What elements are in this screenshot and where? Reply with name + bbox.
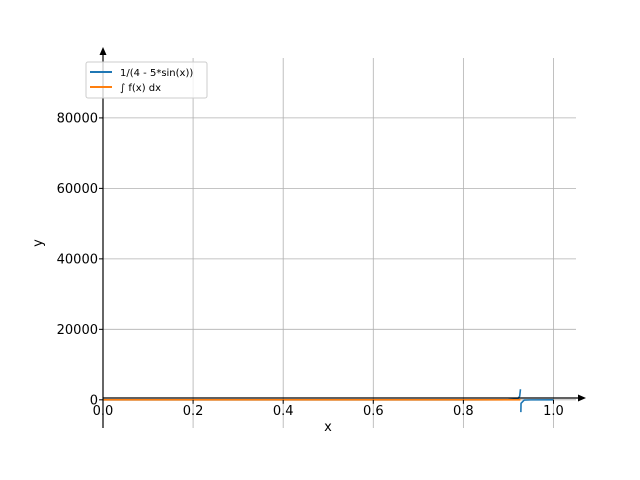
- y-tick-label: 0: [90, 393, 98, 408]
- y-tick-label: 60000: [57, 182, 98, 197]
- x-tick-label: 0.8: [453, 404, 474, 419]
- grid: [103, 58, 576, 428]
- ticks: 0.0 0.2 0.4 0.6 0.8 1.0 0 20000 40000 60000 80000: [57, 111, 564, 418]
- legend-label-series-1: 1/(4 - 5*sin(x)): [120, 68, 193, 79]
- x-tick-label: 1.0: [543, 404, 564, 419]
- y-axis-arrow: [99, 47, 107, 55]
- x-tick-label: 0.2: [183, 404, 204, 419]
- axes: [99, 47, 586, 428]
- x-axis-arrow: [578, 394, 586, 402]
- series-lines: [103, 389, 554, 413]
- x-tick-label: 0.0: [93, 404, 114, 419]
- series-line-1: [520, 399, 554, 413]
- y-tick-label: 80000: [57, 111, 98, 126]
- x-tick-label: 0.6: [363, 404, 384, 419]
- x-tick-label: 0.4: [273, 404, 294, 419]
- y-tick-label: 20000: [57, 323, 98, 338]
- y-tick-label: 40000: [57, 252, 98, 267]
- y-axis-label: y: [31, 239, 46, 247]
- legend-frame: [85, 61, 208, 99]
- legend-label-series-2: ∫ f(x) dx: [120, 83, 161, 94]
- x-axis-label: x: [324, 420, 332, 435]
- legend: 1/(4 - 5*sin(x)) ∫ f(x) dx: [85, 61, 208, 99]
